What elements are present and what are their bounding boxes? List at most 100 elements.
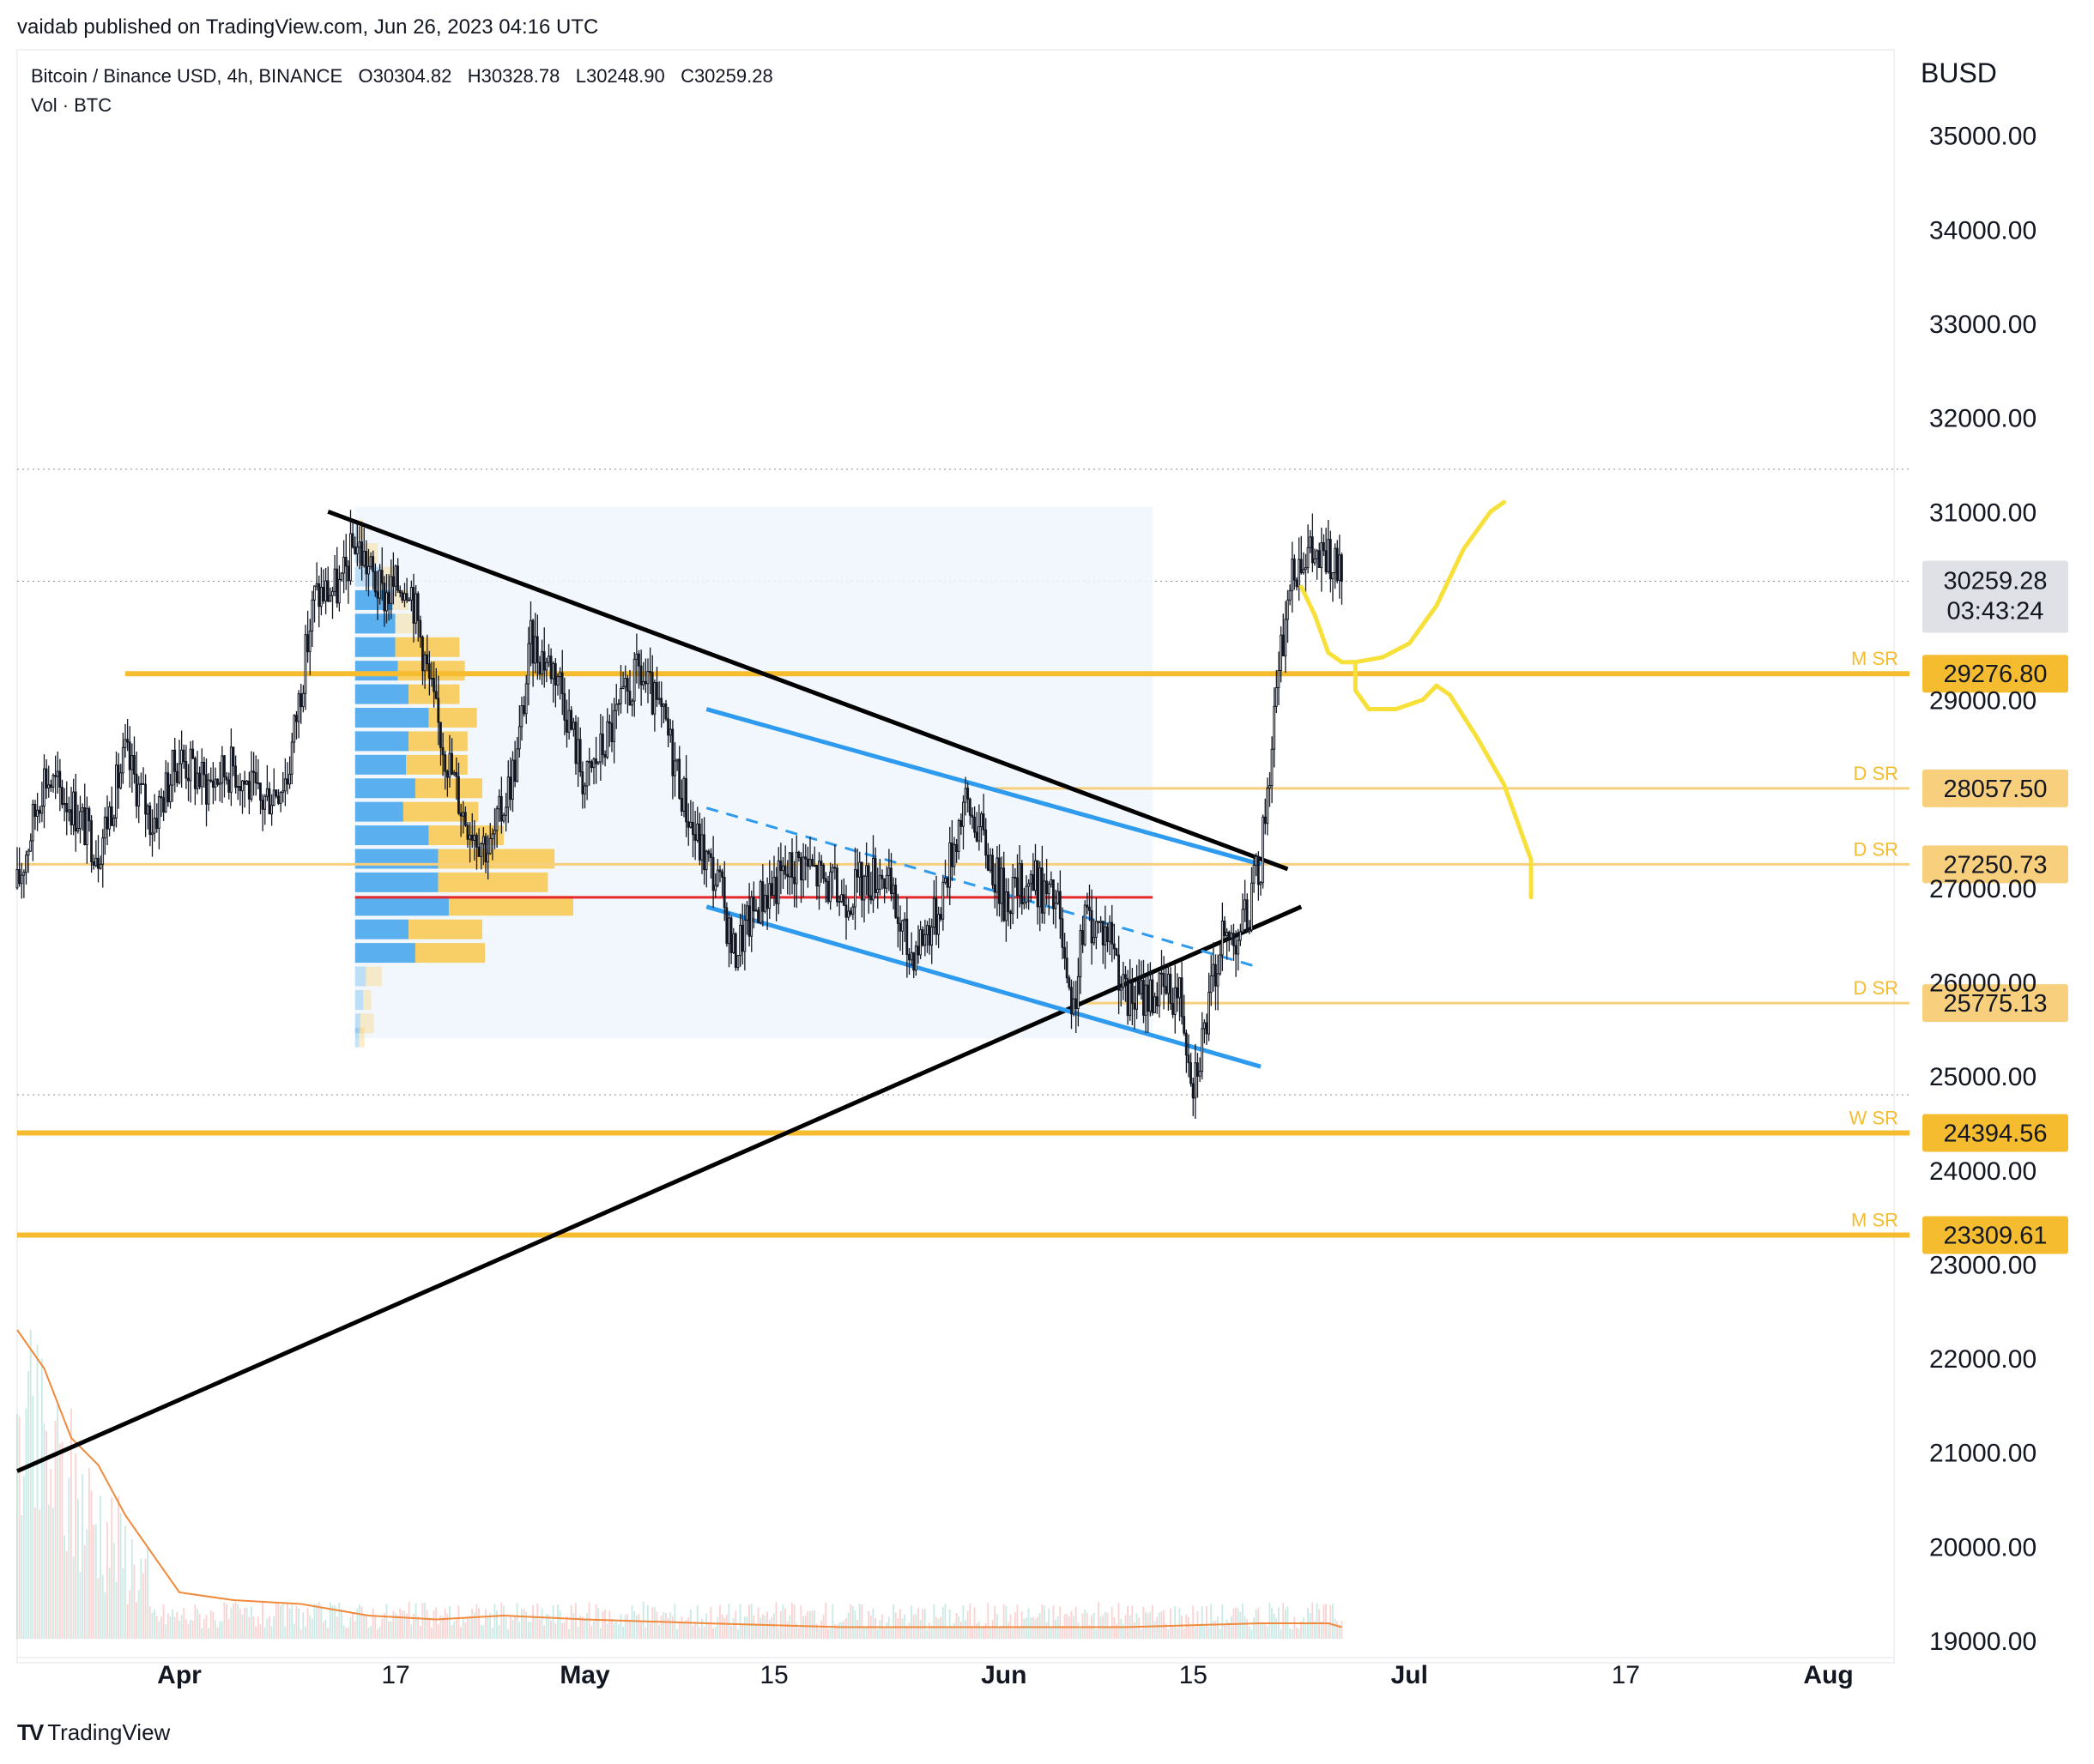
candle-body xyxy=(1286,599,1289,620)
candle-body xyxy=(527,643,530,685)
candle-body xyxy=(157,796,160,829)
candle-body xyxy=(757,909,760,923)
volume-bar xyxy=(712,1628,714,1639)
candle-body xyxy=(862,875,866,901)
candle-body xyxy=(288,773,291,785)
candle-body xyxy=(1119,987,1123,991)
candle-body xyxy=(112,817,116,826)
volume-bar xyxy=(226,1604,227,1639)
volume-bar xyxy=(180,1615,183,1639)
volume-bar xyxy=(233,1603,234,1639)
volume-bar xyxy=(1181,1615,1183,1639)
volume-bar xyxy=(1176,1628,1178,1639)
candle-body xyxy=(387,592,390,604)
candle-body xyxy=(530,619,532,644)
candle-body xyxy=(919,929,922,956)
volume-bar xyxy=(994,1605,996,1639)
volume-bar xyxy=(1291,1629,1293,1639)
candle-body xyxy=(58,770,62,788)
candle-body xyxy=(948,842,952,888)
candle-body xyxy=(362,551,366,566)
candle-body xyxy=(1176,987,1179,999)
tradingview-logo[interactable]: TV TradingView xyxy=(17,1719,170,1746)
volume-bar xyxy=(692,1625,694,1639)
volume-bar xyxy=(511,1619,514,1639)
volume-bar xyxy=(977,1621,980,1639)
candle-body xyxy=(729,917,733,953)
candle-body xyxy=(674,760,676,776)
volume-bar xyxy=(221,1621,223,1639)
volume-bar xyxy=(1221,1604,1224,1639)
volume-bar xyxy=(284,1626,287,1639)
volume-bar xyxy=(437,1624,439,1639)
candle-body xyxy=(1214,964,1217,987)
candle-body xyxy=(1040,867,1044,914)
candle-body xyxy=(664,704,668,720)
volume-bar xyxy=(1077,1622,1080,1639)
candle-body xyxy=(971,814,974,818)
volume-bar xyxy=(401,1610,403,1639)
volume-bar xyxy=(47,1504,50,1639)
price-level-value: 24394.56 xyxy=(1944,1121,2048,1148)
candle-body xyxy=(268,788,271,815)
candle-body xyxy=(930,927,934,946)
volume-bar xyxy=(748,1604,750,1639)
candle-body xyxy=(137,783,141,806)
volume-bar xyxy=(327,1628,330,1639)
candle-body xyxy=(768,883,772,909)
price-level-badge xyxy=(1922,1114,2068,1152)
candle-body xyxy=(1014,877,1017,879)
x-tick-label: Aug xyxy=(1803,1661,1853,1689)
candle-body xyxy=(698,823,701,861)
volume-bar xyxy=(500,1602,503,1639)
candle-body xyxy=(139,782,142,785)
volume-bar xyxy=(148,1606,151,1639)
volume-bar xyxy=(1289,1628,1291,1639)
volume-bar xyxy=(876,1628,879,1639)
candle-body xyxy=(1165,986,1168,994)
candle-body xyxy=(391,576,395,587)
candle-body xyxy=(513,759,517,782)
candle-body xyxy=(849,910,852,915)
candle-body xyxy=(892,885,895,895)
volume-pane xyxy=(16,1329,1343,1639)
volume-bar xyxy=(908,1622,911,1639)
volume-bar xyxy=(419,1626,421,1639)
candle-body xyxy=(1227,931,1231,939)
volume-bar xyxy=(1260,1623,1262,1639)
volume-bar xyxy=(381,1618,384,1639)
candle-body xyxy=(826,880,830,903)
candle-body xyxy=(189,748,192,782)
volume-bar xyxy=(237,1604,239,1639)
vp-row-down xyxy=(360,1013,374,1034)
candle-body xyxy=(349,533,352,582)
volume-bar xyxy=(991,1620,994,1639)
candle-body xyxy=(103,816,106,839)
volume-bar xyxy=(1038,1612,1041,1639)
candle-body xyxy=(1124,974,1127,980)
candle-body xyxy=(854,869,856,908)
candle-body xyxy=(818,861,820,887)
candle-body xyxy=(1117,954,1120,991)
candle-body xyxy=(135,773,138,806)
volume-bar xyxy=(536,1603,539,1639)
candle-body xyxy=(782,865,784,872)
candle-body xyxy=(421,637,424,672)
candle-body xyxy=(588,760,591,763)
volume-bar xyxy=(112,1543,115,1639)
volume-bar xyxy=(469,1616,471,1639)
volume-bar xyxy=(1338,1624,1341,1639)
volume-bar xyxy=(613,1622,615,1639)
candle-body xyxy=(506,776,510,808)
volume-bar xyxy=(1156,1616,1159,1639)
volume-bar xyxy=(1074,1606,1077,1639)
volume-bar xyxy=(1214,1620,1217,1639)
candle-body xyxy=(847,910,850,918)
candle-body xyxy=(606,721,609,758)
volume-bar xyxy=(334,1604,336,1639)
volume-bar xyxy=(370,1626,372,1639)
candle-body xyxy=(1009,911,1012,915)
candle-body xyxy=(689,821,693,828)
candle-body xyxy=(365,551,368,575)
